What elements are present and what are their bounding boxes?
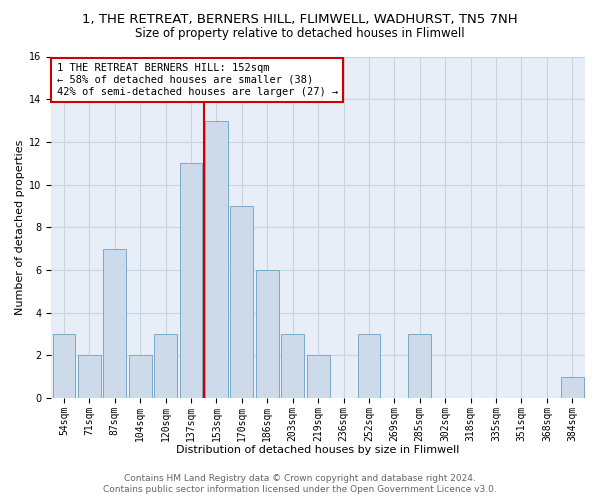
Bar xyxy=(154,334,177,398)
Bar xyxy=(103,248,126,398)
X-axis label: Distribution of detached houses by size in Flimwell: Distribution of detached houses by size … xyxy=(176,445,460,455)
Bar xyxy=(358,334,380,398)
Text: Contains HM Land Registry data © Crown copyright and database right 2024.
Contai: Contains HM Land Registry data © Crown c… xyxy=(103,474,497,494)
Bar xyxy=(307,356,329,398)
Bar xyxy=(53,334,76,398)
Bar xyxy=(129,356,152,398)
Bar xyxy=(179,163,202,398)
Text: 1 THE RETREAT BERNERS HILL: 152sqm
← 58% of detached houses are smaller (38)
42%: 1 THE RETREAT BERNERS HILL: 152sqm ← 58%… xyxy=(56,64,338,96)
Text: 1, THE RETREAT, BERNERS HILL, FLIMWELL, WADHURST, TN5 7NH: 1, THE RETREAT, BERNERS HILL, FLIMWELL, … xyxy=(82,12,518,26)
Bar xyxy=(281,334,304,398)
Bar xyxy=(409,334,431,398)
Bar xyxy=(256,270,279,398)
Bar xyxy=(561,376,584,398)
Bar xyxy=(205,120,228,398)
Bar xyxy=(230,206,253,398)
Bar xyxy=(78,356,101,398)
Text: Size of property relative to detached houses in Flimwell: Size of property relative to detached ho… xyxy=(135,28,465,40)
Y-axis label: Number of detached properties: Number of detached properties xyxy=(15,140,25,315)
